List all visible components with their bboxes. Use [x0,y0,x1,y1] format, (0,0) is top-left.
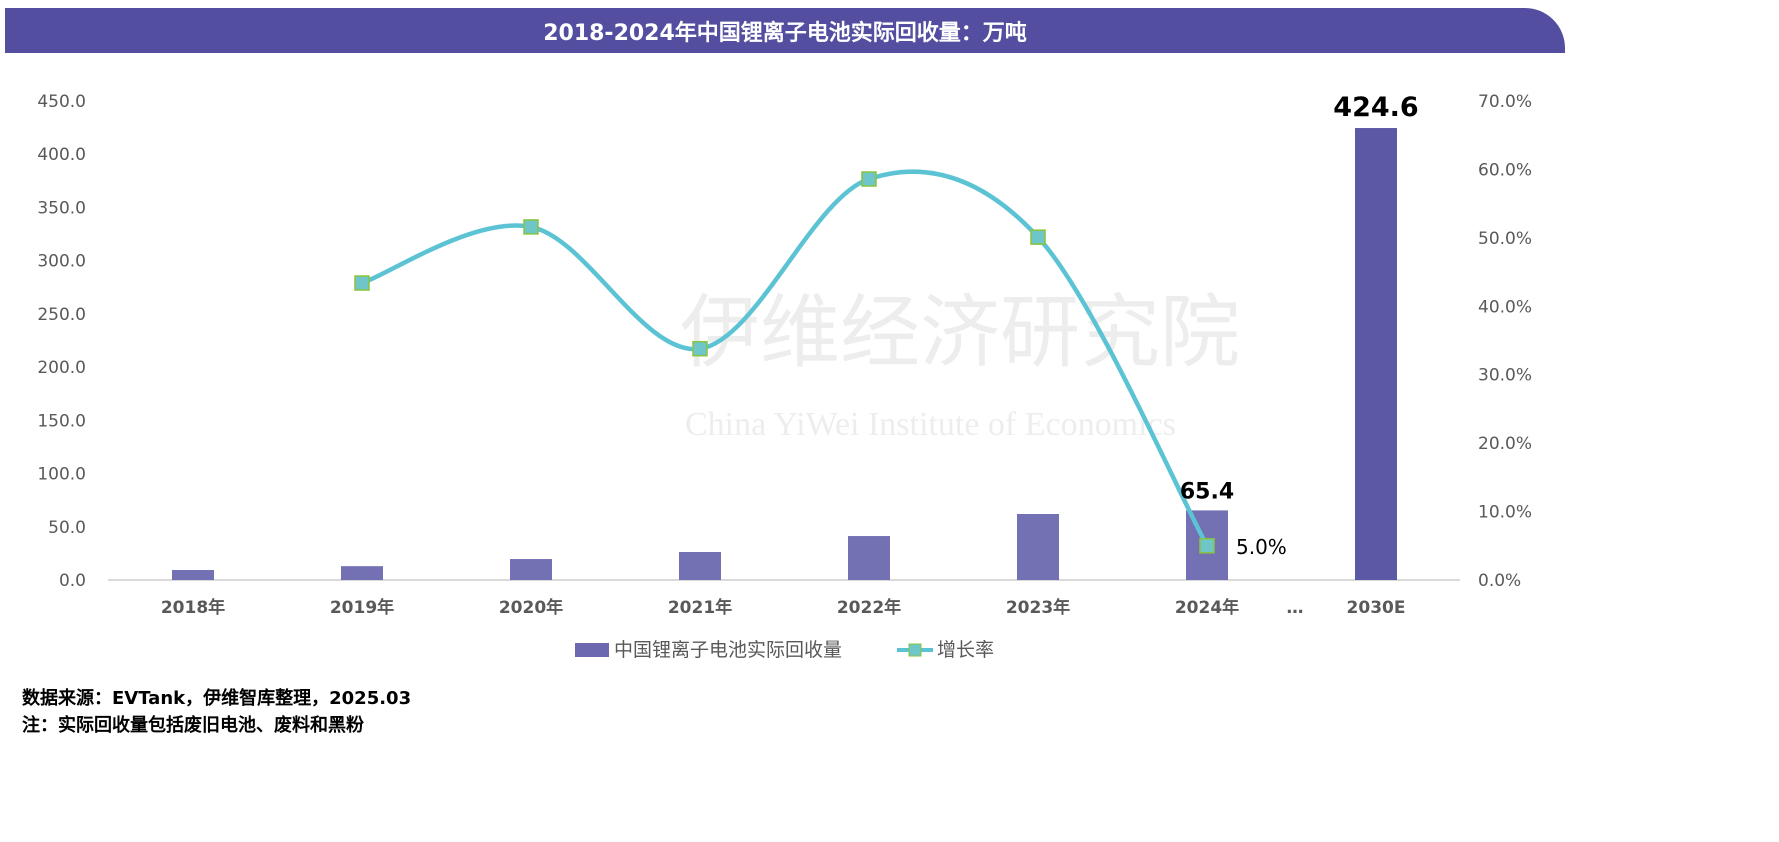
x-tick-label: 2018年 [161,597,225,618]
x-tick-label: 2023年 [1006,597,1070,618]
growth-marker [861,171,877,187]
bar [172,569,214,580]
gap-marker: … [1287,598,1304,618]
y-right-tick: 0.0% [1478,571,1521,591]
source-note: 数据来源：EVTank，伊维智库整理，2025.03 [22,688,412,709]
line-data-label: 5.0% [1236,535,1287,559]
y-left-tick: 200.0 [37,358,86,378]
y-right-tick: 70.0% [1478,92,1532,112]
legend-bar-swatch [575,643,609,657]
growth-marker [523,219,539,235]
x-tick-label: 2020年 [499,597,563,618]
y-left-tick: 150.0 [37,411,86,431]
watermark-text: 伊维经济研究院 [680,286,1240,379]
y-right-tick: 40.0% [1478,297,1532,317]
chart-title: 2018-2024年中国锂离子电池实际回收量：万吨 [5,8,1565,53]
y-right-tick: 60.0% [1478,160,1532,180]
bar-data-label: 424.6 [1333,92,1418,123]
y-left-tick: 300.0 [37,252,86,272]
y-left-tick: 450.0 [37,92,86,112]
y-right-tick: 30.0% [1478,366,1532,386]
bar [510,559,552,580]
footnote: 注：实际回收量包括废旧电池、废料和黑粉 [22,715,364,736]
y-left-tick: 100.0 [37,465,86,485]
y-right-tick: 20.0% [1478,434,1532,454]
growth-marker [1030,229,1046,245]
y-left-tick: 50.0 [48,518,86,538]
x-tick-label: 2024年 [1175,597,1239,618]
growth-marker [1199,538,1215,554]
bar [1355,128,1397,580]
bar-data-label: 65.4 [1180,479,1234,504]
legend: 中国锂离子电池实际回收量 增长率 [575,639,994,661]
bar [1017,514,1059,580]
growth-marker [354,275,370,291]
y-left-tick: 350.0 [37,198,86,218]
bar [679,552,721,580]
x-tick-label: 2019年 [330,597,394,618]
x-tick-label: 2021年 [668,597,732,618]
y-right-tick: 50.0% [1478,229,1532,249]
legend-line-label: 增长率 [937,639,994,661]
x-tick-label: 2022年 [837,597,901,618]
y-left-tick: 400.0 [37,145,86,165]
y-left-tick: 0.0 [59,571,86,591]
y-right-tick: 10.0% [1478,503,1532,523]
bar [848,536,890,580]
watermark: 伊维经济研究院 China YiWei Institute of Economi… [680,286,1240,443]
bar [341,566,383,580]
watermark-subtext: China YiWei Institute of Economics [685,406,1176,443]
x-tick-label: 2030E [1347,598,1406,618]
legend-line-marker [908,643,922,657]
y-left-tick: 250.0 [37,305,86,325]
growth-marker [692,340,708,357]
legend-bar-label: 中国锂离子电池实际回收量 [614,639,842,661]
